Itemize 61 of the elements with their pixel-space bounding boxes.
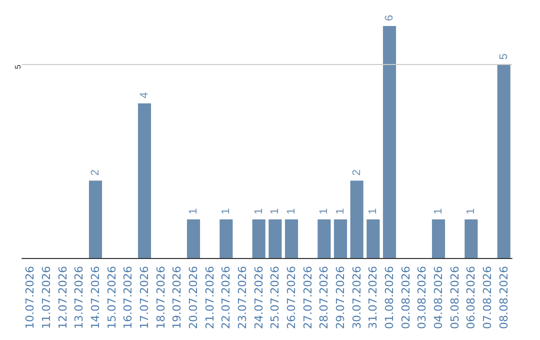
bar — [268, 219, 282, 258]
data-label: 4 — [138, 92, 150, 98]
data-label: 1 — [269, 208, 282, 214]
x-tick-label: 07.08.2026 — [481, 266, 494, 330]
bar — [464, 219, 478, 258]
x-tick-label: 04.08.2026 — [432, 266, 445, 330]
x-tick-label: 21.07.2026 — [203, 266, 216, 330]
data-label: 2 — [350, 170, 363, 176]
bar — [186, 219, 200, 258]
x-tick-label: 22.07.2026 — [220, 266, 233, 330]
x-tick-label: 24.07.2026 — [252, 266, 266, 330]
x-tick-label: 11.07.2026 — [40, 266, 53, 330]
x-tick-label: 14.07.2026 — [89, 266, 102, 330]
x-tick-label: 17.07.2026 — [138, 266, 151, 330]
bar — [284, 219, 298, 258]
data-label: 1 — [252, 208, 265, 214]
x-tick-label: 12.07.2026 — [56, 266, 70, 330]
bar — [334, 219, 348, 258]
x-tick-label: 23.07.2026 — [236, 266, 249, 330]
bar — [350, 180, 364, 258]
data-label: 1 — [318, 208, 330, 214]
x-tick-label: 01.08.2026 — [383, 266, 396, 330]
bar — [366, 219, 380, 258]
data-label: 1 — [220, 208, 232, 214]
bar — [138, 103, 152, 258]
data-label: 1 — [286, 208, 298, 214]
x-tick-label: 13.07.2026 — [72, 266, 86, 330]
x-tick-label: 15.07.2026 — [105, 266, 118, 330]
x-tick-label: 02.08.2026 — [399, 266, 412, 330]
data-label: 1 — [334, 208, 346, 214]
data-label: 1 — [188, 208, 200, 214]
x-tick-label: 25.07.2026 — [268, 266, 282, 330]
data-label: 1 — [432, 208, 444, 214]
data-label: 1 — [367, 208, 380, 214]
x-tick-label: 20.07.2026 — [187, 266, 200, 330]
bar — [88, 180, 102, 258]
data-label: 5 — [498, 54, 510, 60]
bar — [432, 219, 446, 258]
x-tick-label: 30.07.2026 — [350, 266, 364, 330]
data-label: 6 — [384, 14, 396, 21]
bar — [220, 219, 233, 258]
x-tick-label: 06.08.2026 — [464, 266, 478, 330]
x-tick-label: 08.08.2026 — [497, 266, 510, 330]
x-tick-label: 16.07.2026 — [122, 266, 135, 330]
x-tick-label: 18.07.2026 — [154, 266, 168, 330]
data-label: 2 — [90, 170, 102, 176]
x-tick-label: 26.07.2026 — [285, 266, 298, 330]
x-tick-label: 19.07.2026 — [170, 266, 184, 330]
bar — [318, 219, 331, 258]
bar — [497, 64, 510, 258]
x-tick-label: 29.07.2026 — [334, 266, 347, 330]
ref-line-label: 5 — [14, 64, 22, 70]
x-tick-label: 31.07.2026 — [366, 266, 380, 330]
x-tick-label: 05.08.2026 — [448, 266, 462, 330]
x-tick-label: 03.08.2026 — [416, 266, 429, 330]
x-tick-label: 28.07.2026 — [318, 266, 331, 330]
x-tick-label: 27.07.2026 — [301, 266, 314, 330]
data-label: 1 — [465, 208, 478, 214]
x-tick-label: 10.07.2026 — [24, 266, 37, 330]
bar — [382, 26, 396, 258]
bar — [252, 219, 266, 258]
